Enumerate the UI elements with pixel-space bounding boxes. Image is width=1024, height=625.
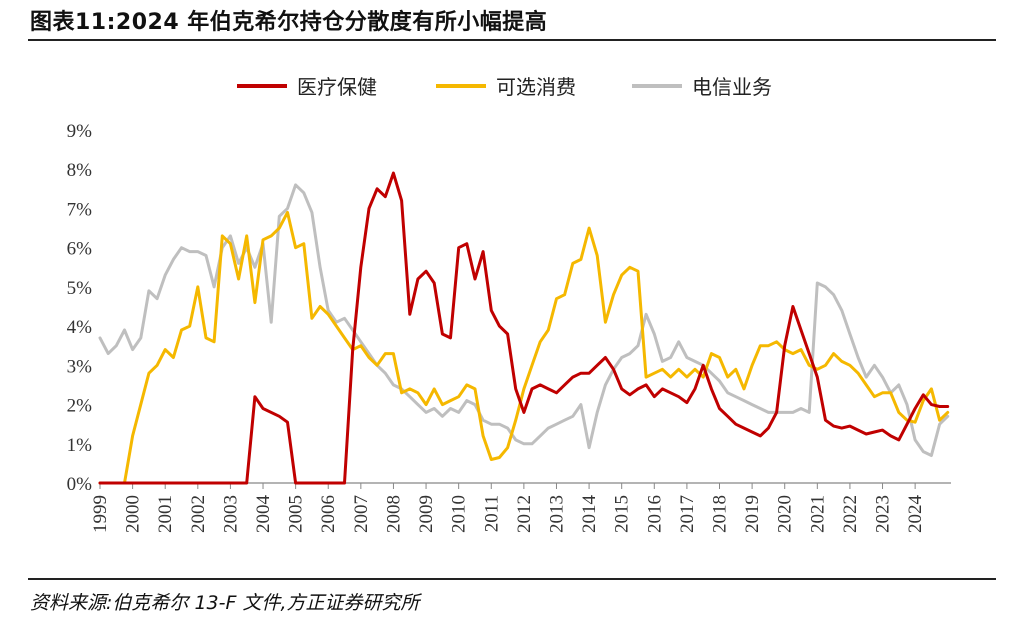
y-tick-label: 1% bbox=[67, 435, 93, 456]
y-tick-label: 2% bbox=[67, 396, 93, 417]
y-tick-label: 8% bbox=[67, 160, 93, 181]
y-tick-label: 0% bbox=[67, 474, 93, 495]
y-tick-label: 9% bbox=[67, 121, 93, 142]
x-tick-label: 2006 bbox=[318, 495, 339, 533]
x-tick-label: 2003 bbox=[220, 495, 241, 533]
x-tick-label: 2012 bbox=[514, 495, 535, 533]
x-tick-label: 2000 bbox=[123, 495, 144, 533]
x-tick-label: 2022 bbox=[840, 495, 861, 533]
x-tick-label: 2011 bbox=[481, 495, 502, 532]
x-tick-label: 2002 bbox=[188, 495, 209, 533]
legend-label-1: 医疗保健 bbox=[297, 75, 377, 99]
series-line-2 bbox=[98, 210, 950, 485]
x-tick-label: 1999 bbox=[90, 495, 111, 533]
y-tick-label: 6% bbox=[67, 239, 93, 260]
x-tick-label: 2018 bbox=[710, 495, 731, 533]
chart-title: 图表11:2024 年伯克希尔持仓分散度有所小幅提高 bbox=[30, 10, 548, 35]
x-tick-label: 2014 bbox=[579, 495, 600, 534]
y-tick-label: 4% bbox=[67, 317, 93, 338]
x-tick-label: 2008 bbox=[383, 495, 404, 533]
y-tick-label: 7% bbox=[67, 199, 93, 220]
x-tick-label: 2013 bbox=[546, 495, 567, 533]
x-tick-label: 2020 bbox=[775, 495, 796, 533]
x-tick-label: 2001 bbox=[155, 495, 176, 533]
y-tick-label: 5% bbox=[67, 278, 93, 299]
bottom-rule bbox=[28, 578, 996, 580]
x-tick-label: 2009 bbox=[416, 495, 437, 533]
legend-label-3: 电信业务 bbox=[692, 75, 772, 99]
top-rule bbox=[28, 39, 996, 41]
y-tick-label: 3% bbox=[67, 356, 93, 377]
x-tick-label: 2024 bbox=[905, 495, 926, 534]
series-line-1 bbox=[98, 171, 950, 485]
x-tick-label: 2019 bbox=[742, 495, 763, 533]
legend-label-2: 可选消费 bbox=[496, 75, 576, 99]
x-tick-label: 2010 bbox=[449, 495, 470, 533]
x-tick-label: 2007 bbox=[351, 495, 372, 533]
series-line-3 bbox=[98, 183, 950, 457]
x-tick-label: 2017 bbox=[677, 495, 698, 533]
x-tick-label: 2016 bbox=[644, 495, 665, 533]
x-tick-label: 2023 bbox=[873, 495, 894, 533]
x-tick-label: 2004 bbox=[253, 495, 274, 534]
x-tick-label: 2021 bbox=[807, 495, 828, 533]
x-tick-label: 2015 bbox=[612, 495, 633, 533]
x-tick-label: 2005 bbox=[286, 495, 307, 533]
source-note: 资料来源:伯克希尔 13-F 文件,方正证券研究所 bbox=[30, 592, 420, 614]
